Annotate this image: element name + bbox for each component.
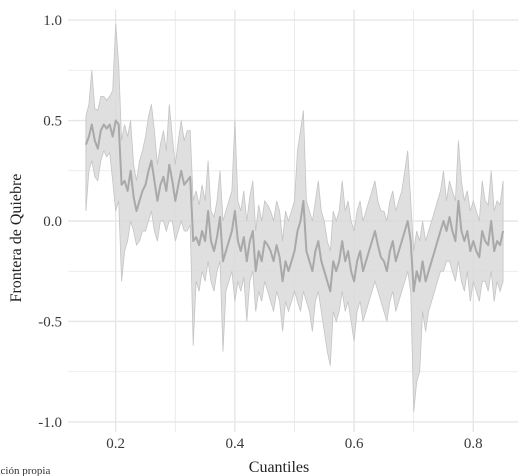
x-tick-label: 0.8 (464, 436, 483, 452)
x-tick-label: 0.2 (106, 436, 125, 452)
y-tick-label: 0.5 (43, 114, 62, 130)
y-tick-label: -0.5 (38, 314, 62, 330)
y-axis-title: Frontera de Quiebre (8, 174, 25, 303)
tick-label-layer: 0.2 0.4 0.6 0.8 -1.0 -0.5 0.0 0.5 1.0 (38, 13, 482, 452)
series-line-0 (84, 119, 505, 293)
y-tick-label: -1.0 (38, 415, 62, 431)
x-tick-label: 0.4 (226, 436, 245, 452)
confidence-band-layer (85, 24, 504, 412)
y-tick-label: 0.0 (43, 214, 62, 230)
y-tick-label: 1.0 (43, 13, 62, 29)
confidence-band (85, 24, 504, 412)
source-caption: ración propia (0, 465, 50, 476)
x-axis-title: Cuantiles (249, 459, 309, 476)
line-layer (84, 119, 505, 293)
x-tick-label: 0.6 (345, 436, 364, 452)
